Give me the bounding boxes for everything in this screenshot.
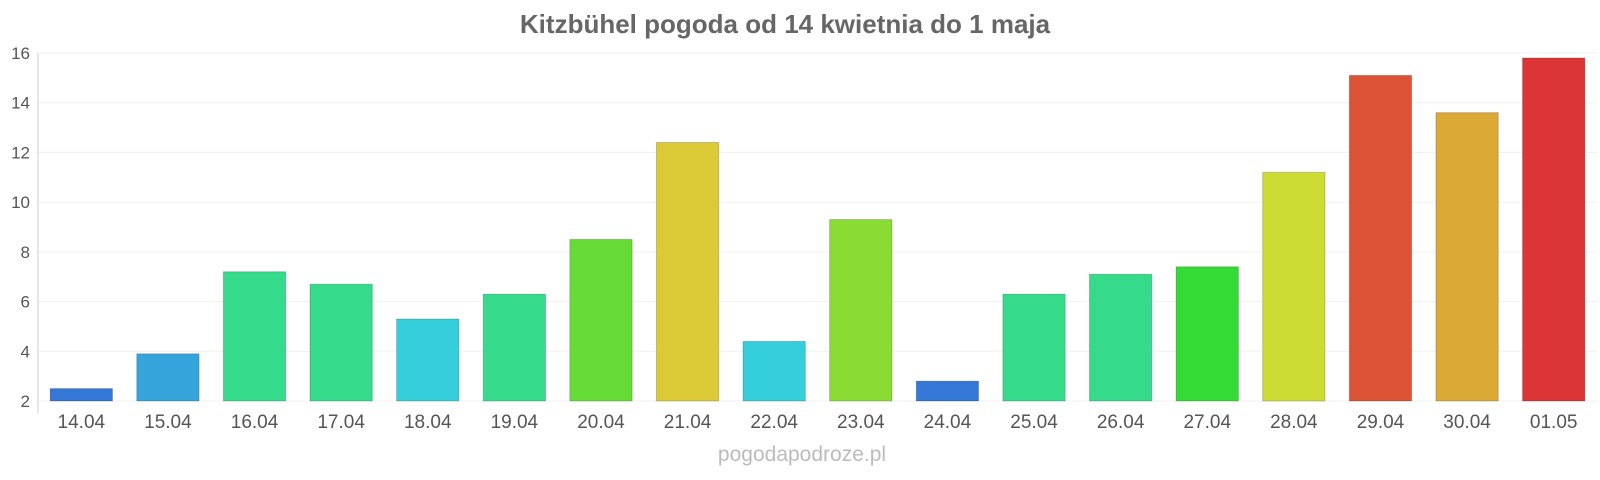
bar-30.04 xyxy=(1435,112,1499,402)
bar-26.04 xyxy=(1088,273,1153,402)
x-tick-label: 27.04 xyxy=(1183,412,1231,433)
bar-23.04 xyxy=(829,219,893,402)
x-tick-label: 24.04 xyxy=(924,412,972,433)
x-tick-label: 15.04 xyxy=(144,412,192,433)
bar-15.04 xyxy=(136,353,200,402)
bars xyxy=(49,57,1586,402)
bar-25.04 xyxy=(1002,293,1066,402)
y-tick-label: 16 xyxy=(11,44,30,63)
x-tick-label: 14.04 xyxy=(58,412,106,433)
x-tick-label: 30.04 xyxy=(1443,412,1491,433)
watermark-text: pogodapodroze.pl xyxy=(718,443,886,466)
x-tick-label: 20.04 xyxy=(577,412,625,433)
x-tick-label: 21.04 xyxy=(664,412,712,433)
x-axis-ticks: 14.04 15.04 16.04 17.04 18.04 19.04 20.04 21.04… xyxy=(58,412,1578,433)
bar-24.04 xyxy=(915,380,980,402)
bar-29.04 xyxy=(1348,74,1413,402)
y-tick-label: 10 xyxy=(11,193,30,212)
grid-lines xyxy=(38,52,1597,402)
y-tick-label: 4 xyxy=(21,342,30,361)
bar-27.04 xyxy=(1175,266,1239,402)
x-tick-label: 29.04 xyxy=(1357,412,1405,433)
x-tick-label: 28.04 xyxy=(1270,412,1318,433)
y-tick-label: 12 xyxy=(11,143,30,162)
bar-21.04 xyxy=(655,141,720,402)
x-tick-label: 19.04 xyxy=(491,412,539,433)
bar-20.04 xyxy=(569,238,633,402)
bar-18.04 xyxy=(396,318,460,402)
y-tick-label: 14 xyxy=(11,94,30,113)
y-tick-label: 8 xyxy=(21,243,30,262)
y-axis-ticks: 2 4 6 8 10 12 14 16 xyxy=(11,44,30,411)
chart-title: Kitzbühel pogoda od 14 kwietnia do 1 maj… xyxy=(520,9,1051,39)
x-tick-label: 23.04 xyxy=(837,412,885,433)
y-tick-label: 2 xyxy=(21,392,30,411)
bar-14.04 xyxy=(49,388,113,402)
bar-22.04 xyxy=(742,340,806,402)
x-tick-label: 01.05 xyxy=(1530,412,1578,433)
x-tick-label: 17.04 xyxy=(317,412,365,433)
bar-17.04 xyxy=(309,283,373,402)
bar-16.04 xyxy=(222,271,287,402)
x-tick-label: 22.04 xyxy=(750,412,798,433)
bar-28.04 xyxy=(1262,171,1326,402)
bar-19.04 xyxy=(482,293,547,402)
x-tick-label: 16.04 xyxy=(231,412,279,433)
bar-01.05 xyxy=(1522,57,1586,402)
x-tick-label: 18.04 xyxy=(404,412,452,433)
y-tick-label: 6 xyxy=(21,293,30,312)
x-tick-label: 26.04 xyxy=(1097,412,1145,433)
x-tick-label: 25.04 xyxy=(1010,412,1058,433)
